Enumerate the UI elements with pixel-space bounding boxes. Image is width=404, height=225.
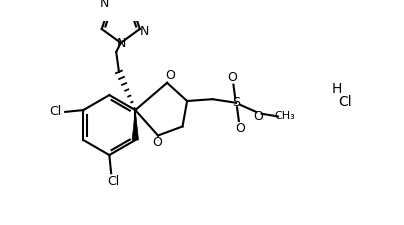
Text: CH₃: CH₃	[275, 111, 296, 122]
Text: Cl: Cl	[49, 105, 61, 118]
Text: O: O	[152, 136, 162, 149]
Text: O: O	[165, 69, 175, 82]
Text: O: O	[253, 110, 263, 123]
Text: Cl: Cl	[107, 175, 119, 188]
Text: N: N	[117, 37, 126, 50]
Text: N: N	[100, 0, 109, 11]
Text: O: O	[227, 71, 238, 84]
Text: H: H	[331, 82, 342, 96]
Text: N: N	[140, 25, 149, 38]
Polygon shape	[132, 110, 139, 140]
Text: Cl: Cl	[339, 95, 352, 109]
Text: O: O	[235, 122, 245, 135]
Text: S: S	[232, 96, 240, 109]
